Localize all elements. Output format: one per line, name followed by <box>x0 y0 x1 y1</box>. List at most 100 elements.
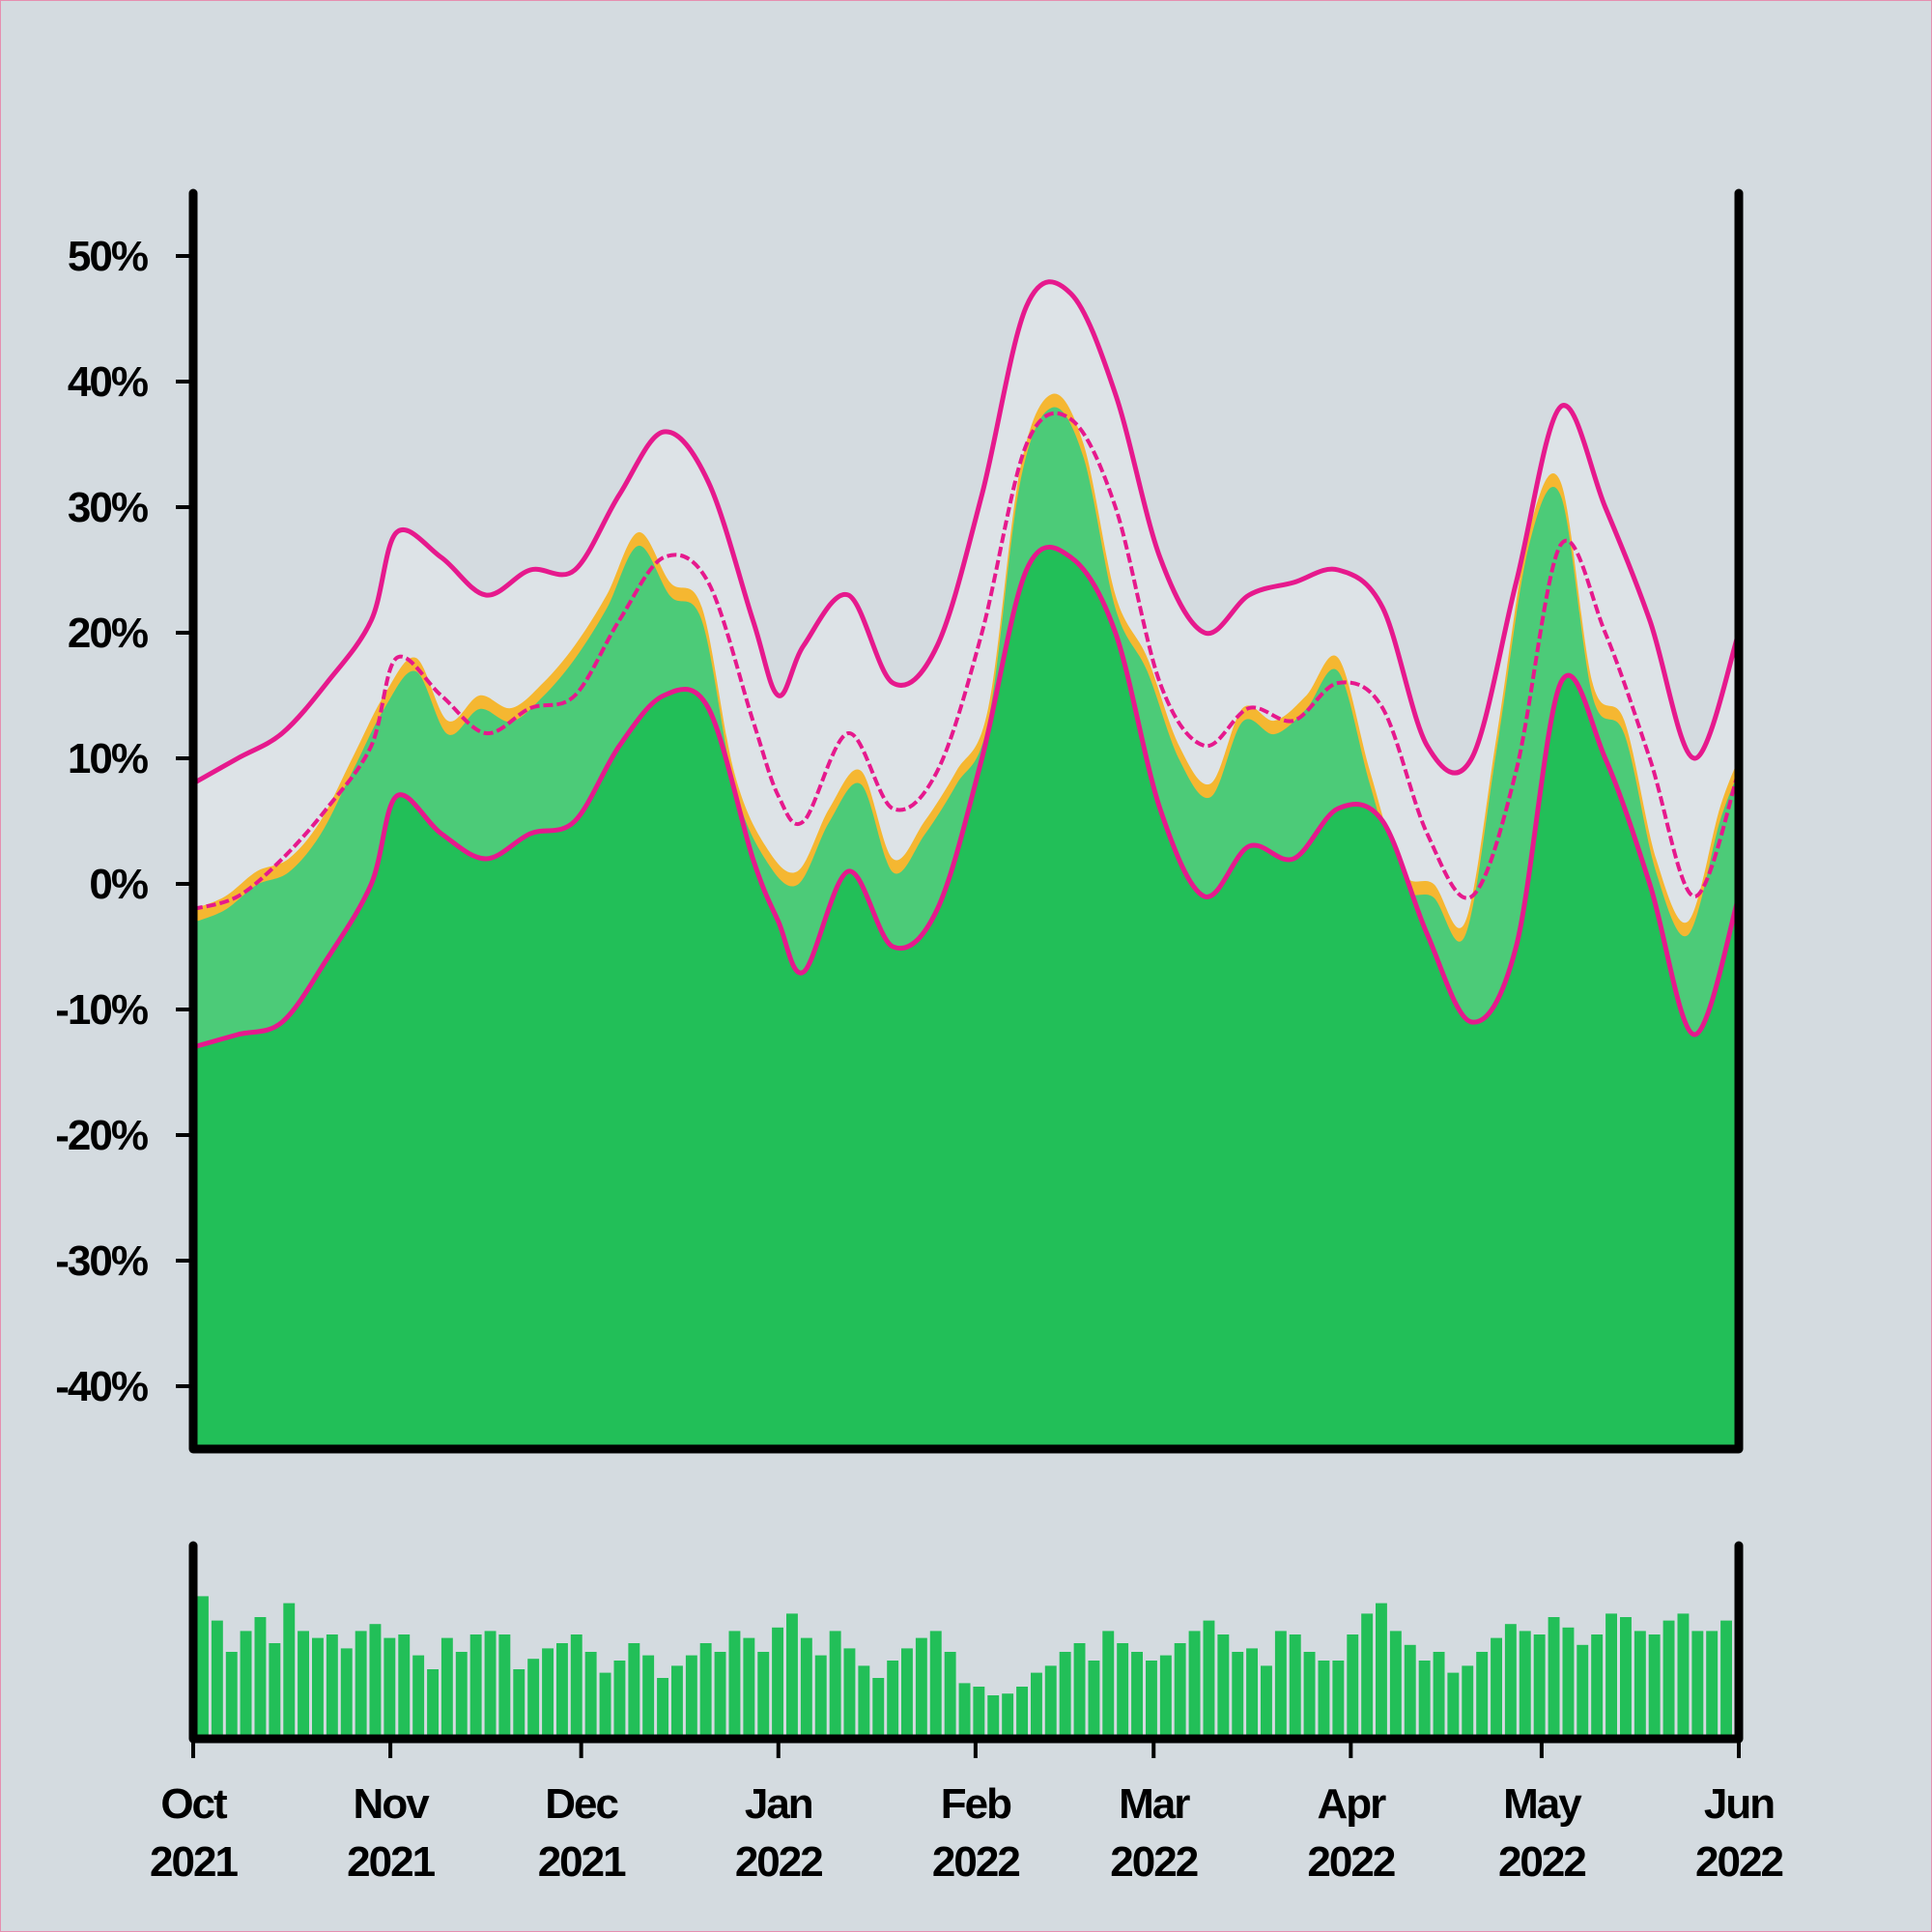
volume-bar <box>1203 1620 1215 1739</box>
y-tick-label: -20% <box>55 1112 148 1159</box>
volume-bar <box>901 1648 913 1739</box>
volume-bar <box>1677 1613 1690 1739</box>
x-tick-label-month: Feb <box>941 1780 1011 1828</box>
volume-bar <box>240 1631 252 1739</box>
volume-bar <box>1648 1634 1661 1739</box>
main-plot-axes <box>188 188 1744 1454</box>
volume-bar <box>1433 1652 1445 1739</box>
volume-bar <box>542 1648 554 1739</box>
volume-bar <box>398 1634 411 1739</box>
volume-bar <box>225 1652 238 1739</box>
volume-bar <box>1418 1661 1431 1739</box>
volume-bar <box>1246 1648 1258 1739</box>
volume-bar <box>1131 1652 1143 1739</box>
volume-bar <box>987 1695 1000 1739</box>
volume-bar <box>355 1631 367 1739</box>
volume-bar <box>1146 1661 1157 1739</box>
volume-bar <box>786 1613 798 1739</box>
volume-bar <box>958 1683 971 1739</box>
volume-bar <box>1261 1665 1272 1739</box>
x-tick-label-year: 2022 <box>1498 1838 1585 1886</box>
volume-bar <box>1620 1617 1632 1739</box>
volume-bar <box>1303 1652 1316 1739</box>
volume-bar <box>513 1669 526 1739</box>
volume-bar <box>455 1652 468 1739</box>
volume-bar <box>657 1678 668 1739</box>
middle-band-line <box>192 411 1741 911</box>
volume-bar <box>929 1631 942 1739</box>
x-axis-ticks: Oct 2021 Nov 2021 Dec 2021 Jan 2022 Feb 2022 Mar 20… <box>150 1739 1784 1886</box>
volume-bar <box>743 1637 755 1739</box>
volume-bar <box>685 1655 697 1739</box>
volume-bar <box>1174 1643 1186 1739</box>
volume-bar <box>384 1637 396 1739</box>
volume-bar <box>1634 1631 1646 1739</box>
volume-bar <box>944 1652 956 1739</box>
volume-bar <box>973 1687 985 1739</box>
volume-bar <box>1548 1617 1560 1739</box>
volume-bar <box>1706 1631 1719 1739</box>
volume-bar <box>469 1634 482 1739</box>
y-tick-label: 20% <box>68 610 148 657</box>
volume-bar <box>1691 1631 1704 1739</box>
volume-bar <box>1117 1643 1129 1739</box>
volume-bar <box>211 1620 223 1739</box>
volume-bar <box>1361 1613 1374 1739</box>
volume-bar <box>714 1652 726 1739</box>
volume-bar <box>728 1631 741 1739</box>
lower-band-fill <box>193 547 1739 1449</box>
volume-bar <box>556 1643 568 1739</box>
volume-bar <box>1476 1652 1489 1739</box>
volume-bar <box>484 1631 497 1739</box>
volume-bar <box>1491 1637 1502 1739</box>
volume-bar <box>412 1655 425 1739</box>
volume-bar <box>1519 1631 1531 1739</box>
volume-bar <box>1188 1631 1201 1739</box>
volume-bar <box>197 1596 209 1739</box>
upper-band-line <box>191 279 1742 786</box>
volume-bar <box>1504 1624 1517 1739</box>
volume-bar <box>1044 1665 1057 1739</box>
x-tick-label-year: 2022 <box>1695 1838 1782 1886</box>
volume-bar <box>1662 1620 1675 1739</box>
volume-bar <box>1562 1627 1575 1739</box>
volume-bar <box>772 1627 783 1739</box>
volume-axes <box>188 1541 1744 1744</box>
volume-bar <box>671 1665 683 1739</box>
volume-bar <box>283 1603 296 1739</box>
x-tick-label-month: May <box>1503 1780 1582 1828</box>
volume-bar <box>440 1637 453 1739</box>
volume-bar <box>1347 1634 1359 1739</box>
volume-bar <box>527 1659 540 1739</box>
volume-bar <box>312 1637 324 1739</box>
volume-bar <box>298 1631 309 1739</box>
x-tick-label-month: Jun <box>1704 1780 1774 1828</box>
volume-bar <box>1318 1661 1330 1739</box>
volume-bar <box>1159 1655 1172 1739</box>
y-tick-label: 10% <box>68 735 148 782</box>
y-tick-label: 40% <box>68 358 148 406</box>
y-axis-ticks: 50% 40% 30% 20% 10% 0% -10% -20% -30% -40% <box>55 233 193 1410</box>
volume-bar <box>814 1655 827 1739</box>
x-tick-label-year: 2022 <box>932 1838 1019 1886</box>
volume-bar <box>1002 1693 1014 1739</box>
volume-bar <box>1274 1631 1287 1739</box>
volume-bar <box>699 1643 712 1739</box>
volume-bar <box>613 1661 626 1739</box>
volume-bar <box>843 1648 856 1739</box>
volume-bar <box>326 1634 338 1739</box>
volume-bar <box>887 1661 899 1739</box>
volume-bar <box>829 1631 841 1739</box>
y-tick-label: 30% <box>68 484 148 531</box>
volume-bar <box>427 1669 439 1739</box>
volume-bar <box>1088 1661 1100 1739</box>
x-tick-label-year: 2022 <box>1307 1838 1394 1886</box>
main-plot: 50% 40% 30% 20% 10% 0% -10% -20% -30% -40% <box>55 188 1744 1454</box>
volume-bar <box>1289 1634 1301 1739</box>
volume-bar <box>599 1672 611 1739</box>
volume-bar <box>1016 1687 1028 1739</box>
x-tick-label-month: Mar <box>1119 1780 1190 1828</box>
volume-bar <box>1577 1644 1589 1739</box>
volume-bar <box>858 1665 870 1739</box>
